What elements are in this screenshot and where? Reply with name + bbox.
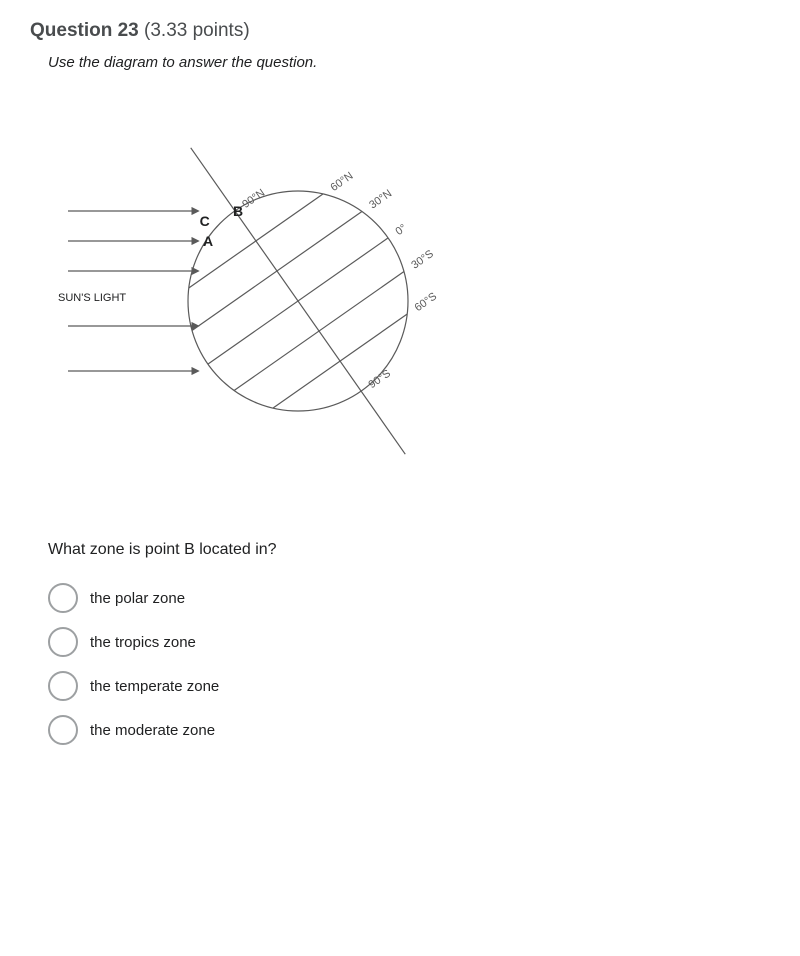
latitude-label: 90°S (366, 368, 393, 392)
radio-button[interactable] (48, 583, 78, 613)
latitude-label: 0° (393, 222, 409, 238)
latitude-label: 60°S (413, 290, 440, 314)
option-label: the moderate zone (90, 722, 215, 739)
option-row: the moderate zone (48, 715, 770, 745)
earth-diagram: 90°N 60°N 30°N 0°30°S 60°S 90°S SUN'S LIGHT C B A (48, 111, 770, 496)
option-row: the polar zone (48, 583, 770, 613)
radio-button[interactable] (48, 715, 78, 745)
latitude-label: 30°S (409, 248, 436, 272)
answer-options: the polar zone the tropics zone the temp… (48, 583, 770, 745)
latitude-label: 90°N (240, 187, 267, 211)
option-label: the temperate zone (90, 678, 219, 695)
question-instruction: Use the diagram to answer the question. (48, 54, 770, 71)
question-points: (3.33 points) (144, 20, 250, 41)
point-c-label: C (200, 213, 210, 229)
earth-diagram-svg: 90°N 60°N 30°N 0°30°S 60°S 90°S SUN'S LIGHT C B A (48, 111, 468, 491)
option-row: the tropics zone (48, 627, 770, 657)
question-header: Question 23 (3.33 points) (30, 20, 770, 42)
option-label: the polar zone (90, 590, 185, 607)
option-row: the temperate zone (48, 671, 770, 701)
point-a-label: A (203, 233, 213, 249)
radio-button[interactable] (48, 627, 78, 657)
latitude-label: 30°N (367, 188, 394, 212)
radio-button[interactable] (48, 671, 78, 701)
latitude-label: 60°N (328, 170, 355, 194)
suns-light-label: SUN'S LIGHT (58, 292, 126, 304)
option-label: the tropics zone (90, 634, 196, 651)
point-b-label: B (233, 203, 243, 219)
question-number: Question 23 (30, 20, 139, 41)
question-prompt: What zone is point B located in? (48, 541, 770, 559)
